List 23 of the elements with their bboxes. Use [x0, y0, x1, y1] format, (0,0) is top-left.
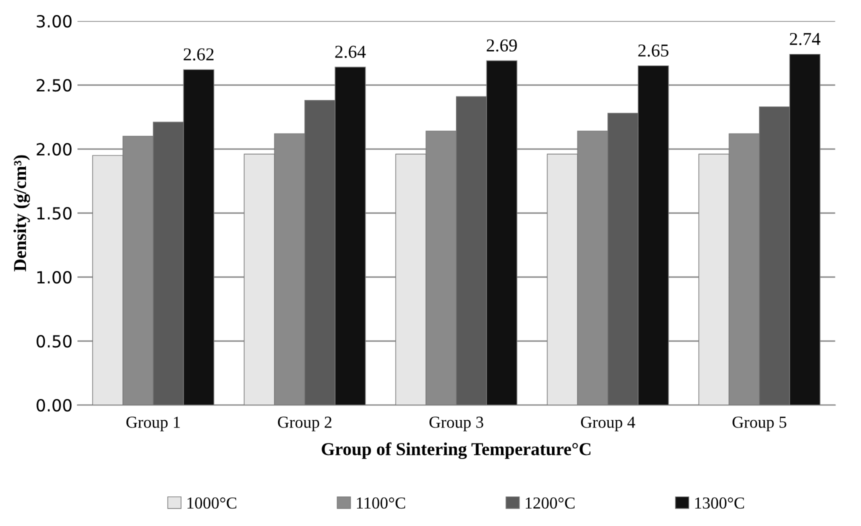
data-label: 2.74: [790, 32, 820, 46]
data-label: 2.64: [335, 46, 366, 58]
legend-label: 1000°C: [188, 497, 236, 509]
x-axis-title: Group of Sintering Temperature°C: [322, 442, 590, 460]
legend-label: 1300°C: [695, 497, 744, 509]
y-tick-label: 0.50: [36, 334, 72, 348]
legend-label: 1200°C: [526, 497, 575, 509]
x-tick-label: Group 2: [278, 416, 332, 432]
x-tick-label: Group 4: [581, 416, 636, 432]
legend-label: 1100°C: [356, 497, 406, 509]
y-tick-label: 2.00: [36, 142, 72, 156]
x-tick-label: Group 1: [126, 416, 180, 432]
y-tick-label: 1.50: [37, 206, 72, 220]
y-tick-label: 3.00: [36, 15, 72, 28]
y-tick-label: 1.00: [37, 270, 72, 284]
data-label: 2.65: [638, 44, 668, 57]
y-axis-title: Density (g/cm³): [13, 155, 30, 272]
x-tick-label: Group 5: [732, 416, 786, 432]
y-tick-label: 2.50: [36, 79, 72, 92]
y-tick-label: 0.00: [36, 398, 72, 412]
x-tick-label: Group 3: [429, 416, 484, 432]
data-label: 2.62: [184, 48, 214, 61]
data-label: 2.69: [486, 39, 517, 52]
